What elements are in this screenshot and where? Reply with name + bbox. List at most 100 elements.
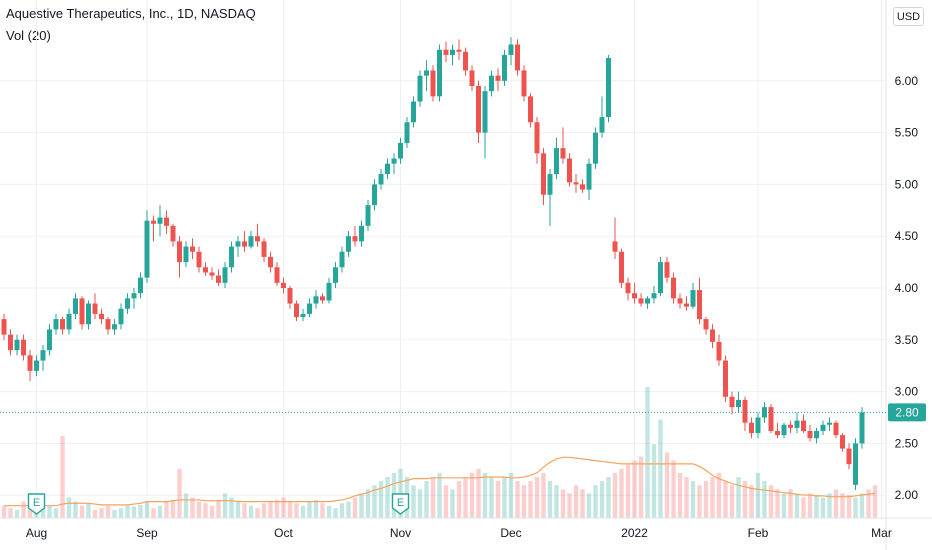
candle-body	[151, 220, 156, 224]
candle-body	[209, 272, 215, 276]
candle-body	[762, 407, 767, 418]
candle-body	[482, 91, 488, 133]
time-tick-label: Aug	[26, 526, 47, 540]
candlesticks	[1, 37, 865, 491]
candle-body	[34, 360, 39, 371]
volume-bar	[1, 505, 7, 518]
candle-body	[183, 246, 189, 263]
candle-body	[125, 298, 130, 309]
volume-bar	[73, 501, 78, 518]
volume-bar	[196, 501, 202, 518]
volume-bar	[853, 497, 858, 518]
candle-body	[521, 70, 527, 97]
time-axis[interactable]: Aug Sep Oct Nov Dec 2022 Feb Mar	[26, 526, 892, 540]
volume-bar	[866, 489, 871, 518]
volume-bar	[164, 501, 169, 518]
volume-bar	[807, 493, 813, 518]
volume-bar	[736, 477, 741, 518]
candle-body	[742, 399, 748, 423]
price-tick-label: 2.00	[895, 488, 919, 502]
volume-bar	[339, 503, 345, 518]
candle-body	[547, 174, 553, 195]
candle-body	[66, 313, 72, 330]
candle-body	[14, 339, 20, 351]
volume-bar	[47, 505, 52, 518]
volume-bar	[92, 509, 98, 518]
last-price-label: 2.80	[895, 405, 919, 419]
volume-bar	[664, 452, 670, 518]
volume-bar	[365, 489, 371, 518]
candle-body	[729, 396, 735, 408]
volume-bar	[443, 485, 449, 518]
price-axis[interactable]: 2.00 2.50 3.00 3.50 4.00 4.50 5.00 5.50 6.00	[895, 74, 919, 502]
candle-body	[138, 277, 143, 294]
candle-body	[170, 225, 176, 242]
candle-body	[196, 251, 202, 268]
candle-body	[164, 217, 169, 226]
candle-body	[840, 435, 845, 449]
currency-badge[interactable]: USD	[893, 7, 924, 26]
volume-bar	[632, 460, 637, 518]
candle-body	[391, 158, 397, 164]
candle-body	[443, 49, 449, 55]
candle-body	[79, 298, 85, 325]
earnings-marker[interactable]: E	[391, 493, 410, 515]
candle-body	[404, 122, 410, 143]
volume-bar	[788, 489, 793, 518]
volume-bar	[495, 481, 501, 518]
volume-bar	[235, 501, 241, 518]
candle-body	[398, 142, 403, 159]
candle-body	[508, 44, 514, 55]
volume-bar	[430, 477, 436, 518]
candle-body	[359, 225, 364, 242]
time-tick-label: 2022	[621, 526, 648, 540]
candle-body	[846, 448, 852, 465]
earnings-marker-label: E	[397, 497, 404, 509]
volume-bar	[112, 509, 117, 518]
volume-bar	[814, 495, 819, 518]
candle-body	[216, 275, 221, 283]
volume-bar	[417, 489, 423, 518]
volume-indicator-label[interactable]: Vol (20)	[6, 28, 51, 43]
volume-bar	[677, 472, 683, 518]
candle-body	[463, 51, 468, 71]
candle-body	[105, 319, 111, 330]
volume-bar	[794, 493, 800, 518]
price-tick-label: 2.50	[895, 436, 919, 450]
volume-bar	[560, 489, 566, 518]
price-tick-label: 4.00	[895, 281, 919, 295]
grid-lines	[0, 0, 886, 518]
volume-bar	[216, 499, 221, 518]
candle-body	[859, 412, 865, 444]
volume-bar	[372, 485, 377, 518]
earnings-marker[interactable]: E	[27, 493, 46, 515]
candle-body	[450, 49, 455, 55]
candle-body	[313, 296, 319, 304]
candle-body	[476, 85, 481, 133]
volume-bar	[690, 481, 696, 518]
volume-bar	[437, 472, 442, 518]
candle-body	[281, 282, 286, 289]
volume-bar	[781, 493, 787, 518]
candle-body	[365, 205, 371, 226]
volume-bar	[801, 497, 806, 518]
candle-body	[1, 319, 7, 335]
volume-bar	[671, 460, 676, 518]
candle-body	[118, 308, 124, 325]
volume-bar	[268, 501, 273, 518]
candle-body	[580, 184, 585, 190]
volume-bar	[476, 468, 481, 518]
volume-bar	[755, 472, 761, 518]
candle-body	[287, 288, 293, 304]
earnings-marker-label: E	[33, 497, 40, 509]
candle-body	[697, 290, 702, 320]
candle-body	[801, 420, 806, 431]
candle-body	[99, 313, 104, 320]
candle-body	[599, 117, 605, 133]
volume-bar	[333, 508, 338, 518]
volume-bar	[131, 506, 137, 518]
volume-bar	[183, 493, 189, 518]
candle-body	[372, 184, 377, 206]
